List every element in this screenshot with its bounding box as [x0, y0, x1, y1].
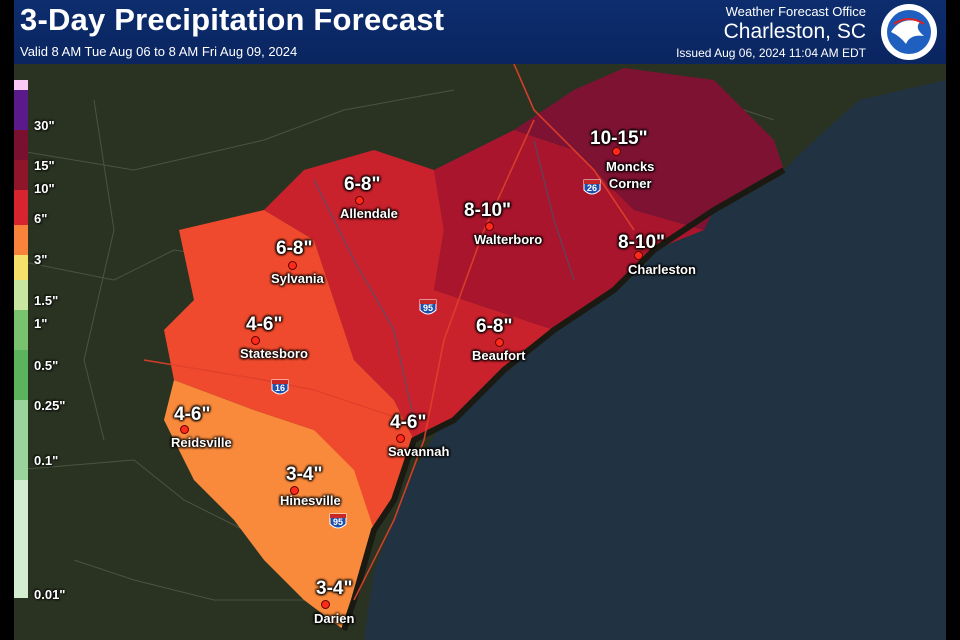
city-marker [495, 338, 504, 347]
legend-label: 0.5" [34, 358, 59, 373]
legend-colorbar [14, 80, 28, 598]
zone-3-4 [164, 380, 374, 630]
legend-label: 1.5" [34, 293, 59, 308]
forecast-amount: 4-6" [174, 404, 211, 425]
forecast-amount: 3-4" [316, 578, 353, 599]
interstate-95-shield: 95 [328, 512, 348, 532]
zone-6-8 [264, 150, 554, 440]
city-label: Charleston [628, 262, 696, 277]
city-marker [321, 600, 330, 609]
legend-label: 3" [34, 252, 48, 267]
city-label: Walterboro [474, 232, 543, 247]
forecast-amount: 4-6" [390, 412, 427, 433]
city-marker [485, 222, 494, 231]
city-marker [355, 196, 364, 205]
zone-4-6 [164, 210, 414, 530]
forecast-amount: 8-10" [464, 200, 512, 221]
city-marker [180, 425, 189, 434]
office-name: Weather Forecast Office [725, 4, 866, 19]
forecast-amount: 3-4" [286, 464, 323, 485]
legend-label: 1" [34, 316, 48, 331]
header-bar: 3-Day Precipitation Forecast Valid 8 AM … [14, 0, 946, 64]
city-label: Allendale [340, 206, 398, 221]
forecast-amount: 6-8" [344, 174, 381, 195]
legend-label: 15" [34, 158, 55, 173]
precipitation-map [14, 64, 946, 640]
forecast-amount: 10-15" [590, 128, 648, 149]
legend-label: 0.01" [34, 587, 66, 602]
zone-8-10 [434, 130, 704, 330]
forecast-amount: 6-8" [276, 238, 313, 259]
issued-time: Issued Aug 06, 2024 11:04 AM EDT [676, 46, 866, 60]
city-label: Statesboro [240, 346, 308, 361]
city-marker [612, 147, 621, 156]
nws-logo [881, 4, 937, 60]
forecast-amount: 6-8" [476, 316, 513, 337]
forecast-amount: 8-10" [618, 232, 666, 253]
legend-label: 0.1" [34, 453, 59, 468]
legend-label: 6" [34, 211, 48, 226]
interstate-95-shield: 95 [418, 298, 438, 318]
legend-label: 0.25" [34, 398, 66, 413]
legend-label: 10" [34, 181, 55, 196]
interstate-26-shield: 26 [582, 178, 602, 198]
city-label: Reidsville [171, 435, 232, 450]
city-label: Darien [314, 611, 355, 626]
city-marker [251, 336, 260, 345]
city-label: Savannah [388, 444, 450, 459]
city-marker [634, 251, 643, 260]
map-title: 3-Day Precipitation Forecast [20, 2, 445, 37]
city-marker [290, 486, 299, 495]
city-label: Beaufort [472, 348, 526, 363]
forecast-graphic: 3-Day Precipitation Forecast Valid 8 AM … [14, 0, 946, 640]
city-label: Sylvania [271, 271, 324, 286]
forecast-amount: 4-6" [246, 314, 283, 335]
office-city: Charleston, SC [723, 20, 866, 43]
zone-10-15 [514, 68, 784, 230]
interstate-16-shield: 16 [270, 378, 290, 398]
city-marker [396, 434, 405, 443]
city-label: Moncks Corner [606, 159, 655, 191]
city-label: Hinesville [280, 493, 341, 508]
valid-period: Valid 8 AM Tue Aug 06 to 8 AM Fri Aug 09… [20, 44, 298, 59]
city-marker [288, 261, 297, 270]
legend-label: 30" [34, 118, 55, 133]
